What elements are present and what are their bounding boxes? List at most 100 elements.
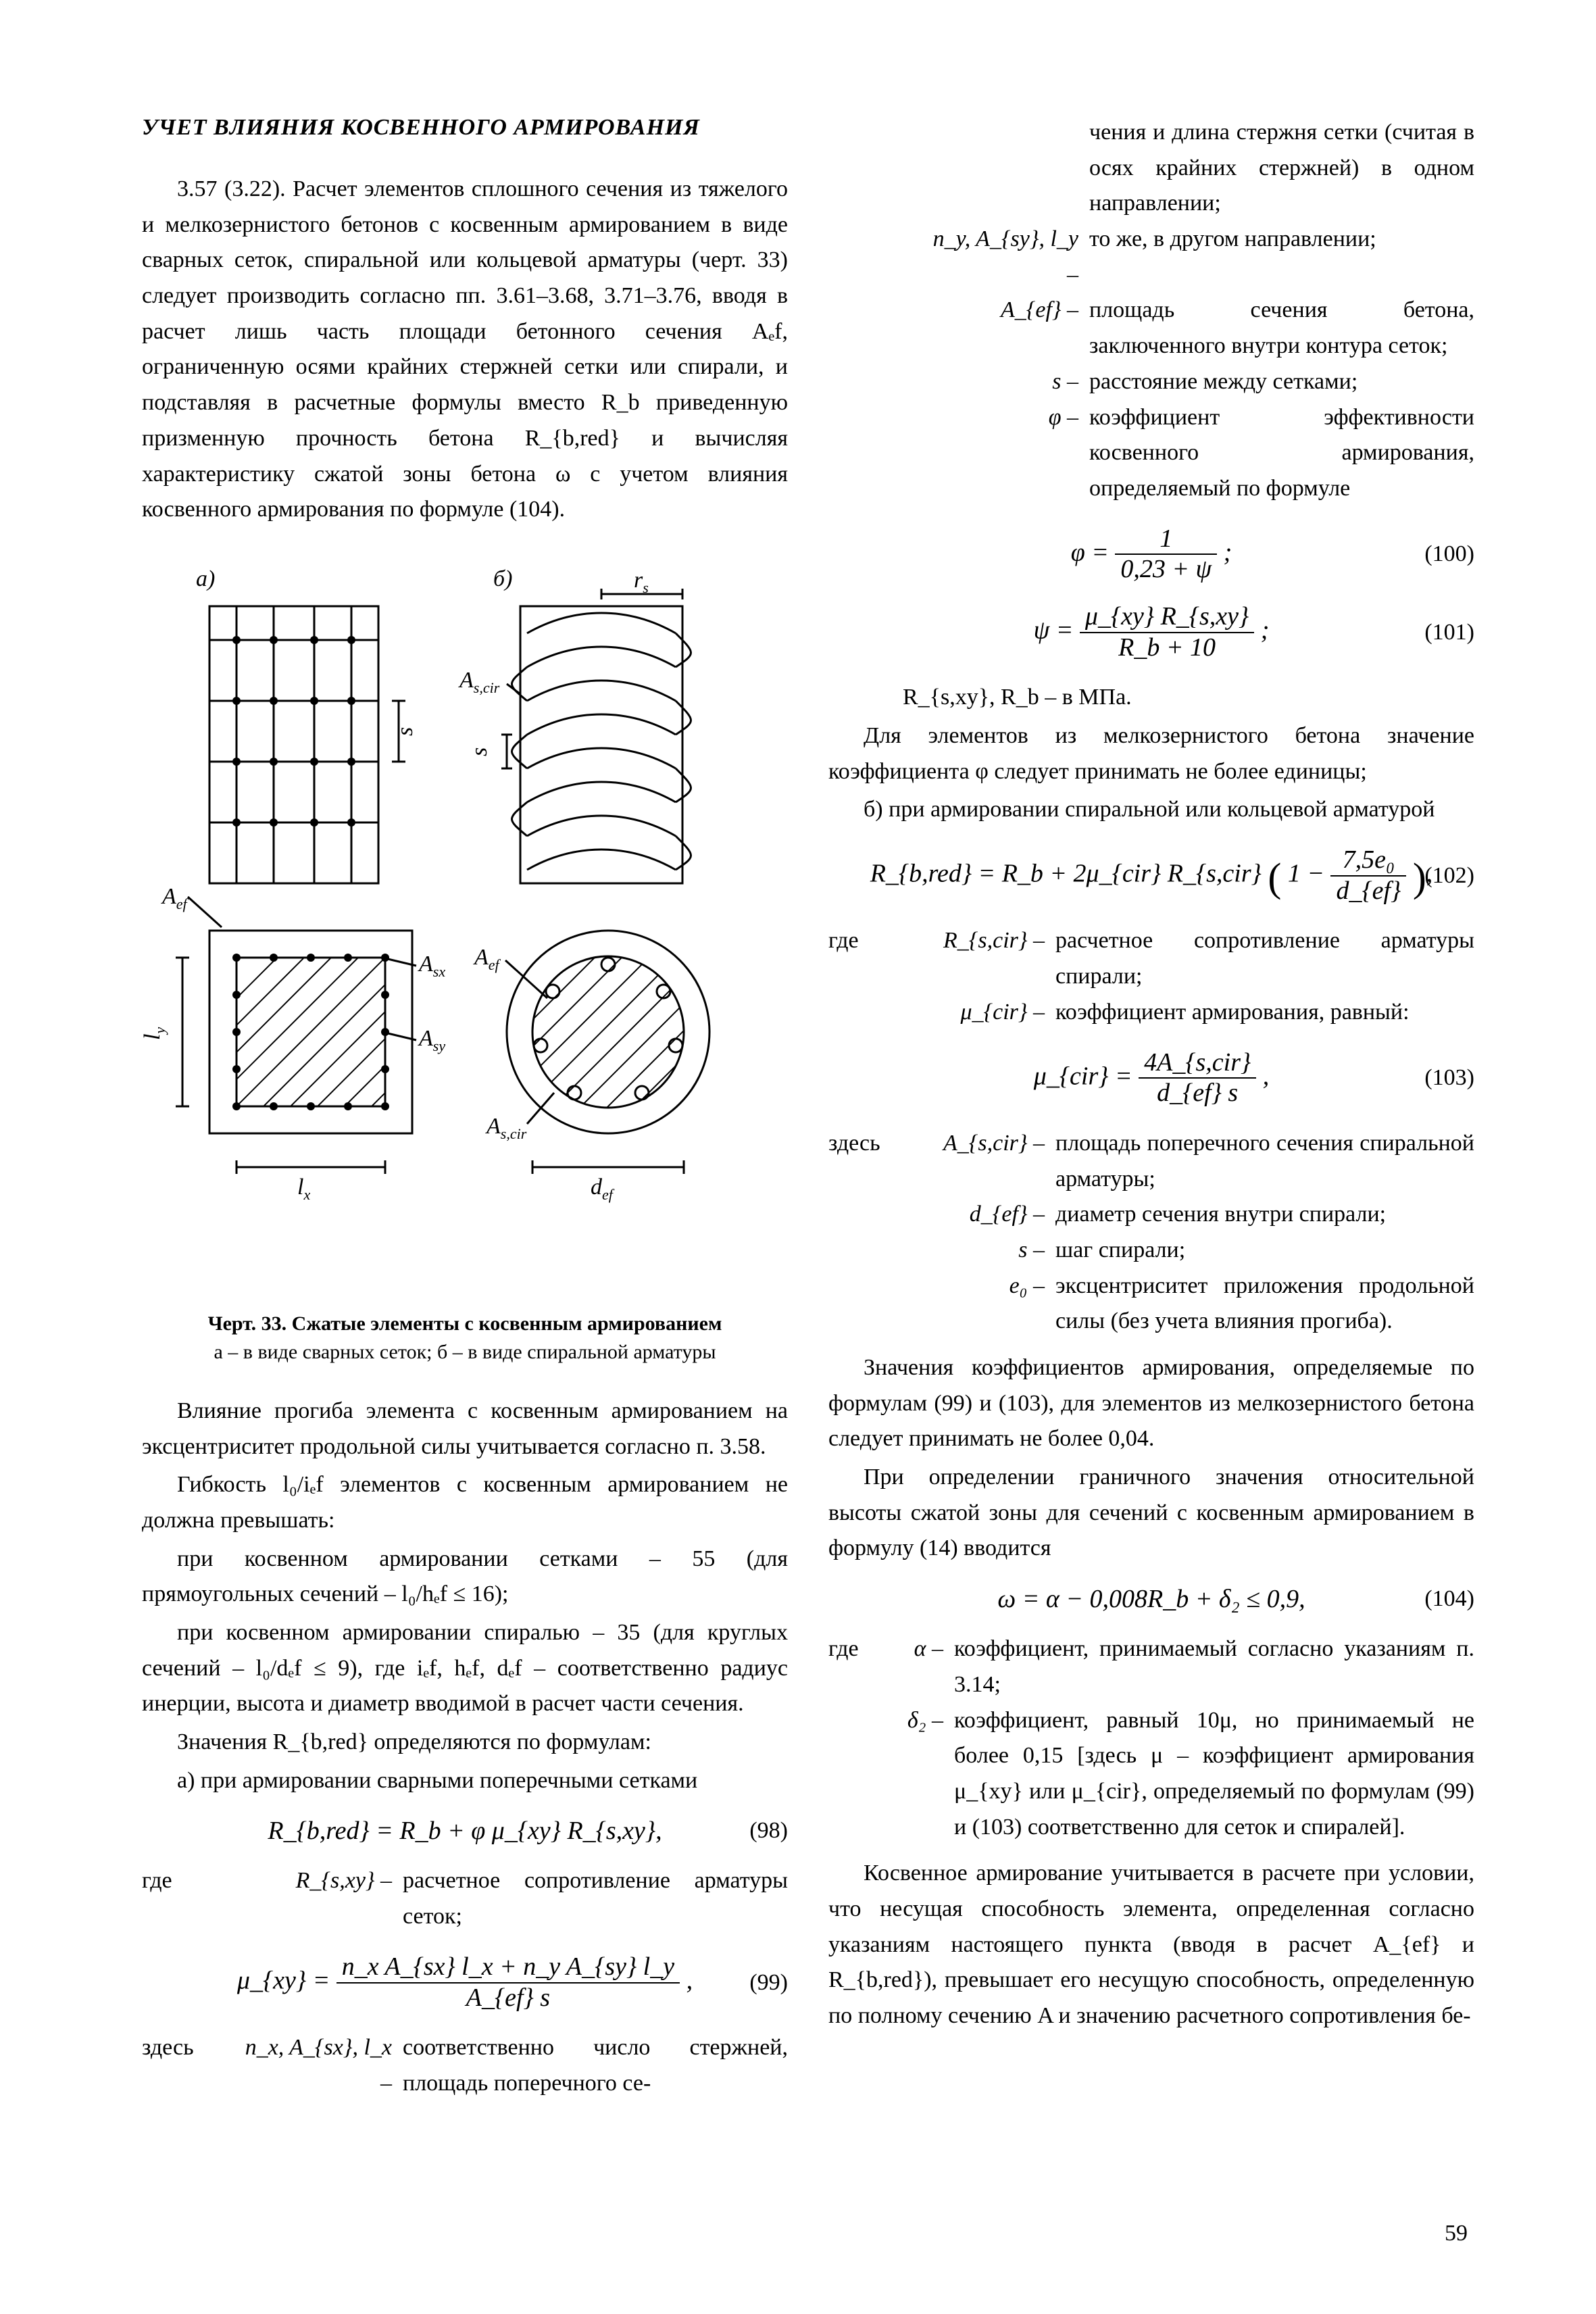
def-e0: e₀ – эксцентриситет приложения продольно… [828,1269,1474,1339]
svg-text:б): б) [493,566,512,591]
formula-98-num: (98) [749,1818,788,1844]
formula-99-lhs: μ_{xy} = [237,1966,330,1994]
svg-text:Aef: Aef [161,884,189,912]
formula-101: ψ = μ_{xy} R_{s,xy} R_b + 10 ; (101) [828,602,1474,662]
def-phi-sym: φ – [930,400,1089,507]
formula-101-tail: ; [1261,616,1270,644]
def-s2-txt: шаг спирали; [1055,1233,1474,1269]
def-phi-txt: коэффициент эффективности косвенного арм… [1089,400,1474,507]
def-rsxy: где R_{s,xy} – расчетное сопротивление а… [142,1863,788,1934]
right-column: чения и длина стержня сетки (считая в ос… [828,115,1474,2102]
def-nx: здесь n_x, A_{sx}, l_x – соответственно … [142,2030,788,2101]
def-rsxy-label: где [142,1863,243,1934]
def-def: d_{ef} – диаметр сечения внутри спирали; [828,1197,1474,1233]
para-case-b: б) при армировании спиральной или кольце… [828,792,1474,828]
formula-104-text: ω = α − 0,008R_b + δ₂ ≤ 0,9, [997,1585,1305,1613]
def-nx-sym: n_x, A_{sx}, l_x – [243,2030,403,2101]
def-phi: φ – коэффициент эффективности косвенного… [828,400,1474,507]
svg-text:ly: ly [142,1027,168,1039]
formula-104-no: (104) [1424,1586,1474,1612]
def-s-txt: расстояние между сетками; [1089,364,1474,400]
para-flex-effect: Влияние прогиба элемента с косвенным арм… [142,1394,788,1464]
formula-98-text: R_{b,red} = R_b + φ μ_{xy} R_{s,xy}, [268,1817,662,1845]
formula-103-den: d_{ef} s [1139,1077,1256,1108]
def-rsxy-txt: расчетное сопротивление арматуры сеток; [403,1863,788,1934]
def-alpha-sym: α – [889,1631,954,1702]
def-nx-label: здесь [142,2030,243,2101]
def-ascir-txt: площадь поперечного сечения спиральной а… [1055,1126,1474,1197]
def-s-sym: s – [930,364,1089,400]
def-alpha-txt: коэффициент, принимаемый согласно указан… [954,1631,1474,1702]
def-s2-sym: s – [930,1233,1055,1269]
svg-text:def: def [591,1175,615,1203]
section-title: УЧЕТ ВЛИЯНИЯ КОСВЕННОГО АРМИРОВАНИЯ [142,115,788,141]
figure-33-caption-plain: а – в виде сварных сеток; б – в виде спи… [214,1341,716,1363]
formula-100: φ = 1 0,23 + ψ ; (100) [828,524,1474,585]
svg-text:lx: lx [297,1175,310,1203]
def-rscir: где R_{s,cir} – расчетное сопротивление … [828,923,1474,994]
formula-99-den: A_{ef} s [336,1982,680,2013]
def-ascir-label: здесь [828,1126,930,1197]
def-e0-sym: e₀ – [930,1269,1055,1339]
svg-text:rs: rs [634,568,649,596]
svg-text:Asy: Asy [418,1026,445,1054]
para-omega-intro: При определении граничного значения отно… [828,1460,1474,1567]
para-rb-red: Значения R_{b,red} определяются по форму… [142,1725,788,1761]
para-units: R_{s,xy}, R_b – в МПа. [828,680,1474,716]
figure-33-svg: а) б) [142,559,737,1289]
svg-text:а): а) [196,566,215,591]
formula-100-lhs: φ = [1071,538,1109,566]
def-nx-cont: чения и длина стержня сетки (считая в ос… [828,115,1474,222]
para-condition: Косвенное армирование учитывается в расч… [828,1856,1474,2034]
formula-103: μ_{cir} = 4A_{s,cir} d_{ef} s , (103) [828,1048,1474,1108]
def-delta2: δ₂ – коэффициент, равный 10μ, но принима… [828,1703,1474,1846]
svg-text:As,cir: As,cir [485,1114,527,1142]
def-e0-txt: эксцентриситет приложения продольной сил… [1055,1269,1474,1339]
def-delta2-sym: δ₂ – [889,1703,954,1846]
def-mucir: μ_{cir} – коэффициент армирования, равны… [828,995,1474,1031]
formula-103-no: (103) [1424,1065,1474,1091]
def-nx-cont-txt: чения и длина стержня сетки (считая в ос… [1089,115,1474,222]
formula-103-tail: , [1263,1062,1270,1090]
def-nx-txt: соответственно число стержней, площадь п… [403,2030,788,2101]
def-rscir-txt: расчетное сопротивление арматуры спирали… [1055,923,1474,994]
formula-99: μ_{xy} = n_x A_{sx} l_x + n_y A_{sy} l_y… [142,1952,788,2013]
formula-103-lhs: μ_{cir} = [1034,1062,1132,1090]
svg-text:Aef: Aef [473,945,501,973]
def-s: s – расстояние между сетками; [828,364,1474,400]
def-ascir: здесь A_{s,cir} – площадь поперечного се… [828,1126,1474,1197]
para-rb-red-a: а) при армировании сварными поперечными … [142,1763,788,1799]
def-mucir-sym: μ_{cir} – [930,995,1055,1031]
formula-104: ω = α − 0,008R_b + δ₂ ≤ 0,9, (104) [828,1584,1474,1614]
def-ny: n_y, A_{sy}, l_y – то же, в другом напра… [828,222,1474,293]
formula-101-den: R_b + 10 [1080,632,1254,663]
svg-text:Asx: Asx [418,952,445,980]
def-def-sym: d_{ef} – [930,1197,1055,1233]
para-phi-limit: Для элементов из мелкозернистого бетона … [828,718,1474,789]
def-aef: A_{ef} – площадь сечения бетона, заключе… [828,293,1474,364]
def-aef-sym: A_{ef} – [930,293,1089,364]
formula-99-num: n_x A_{sx} l_x + n_y A_{sy} l_y [336,1952,680,1982]
para-mu-limit: Значения коэффициентов армирования, опре… [828,1350,1474,1457]
formula-102-num: 7,5e₀ [1330,845,1406,875]
formula-98: R_{b,red} = R_b + φ μ_{xy} R_{s,xy}, (98… [142,1816,788,1846]
formula-100-num: 1 [1115,524,1217,554]
def-delta2-txt: коэффициент, равный 10μ, но принимаемый … [954,1703,1474,1846]
svg-text:s: s [393,727,418,736]
def-ny-sym: n_y, A_{sy}, l_y – [930,222,1089,293]
svg-text:s: s [467,747,492,756]
def-rscir-sym: R_{s,cir} – [930,923,1055,994]
def-alpha: где α – коэффициент, принимаемый согласн… [828,1631,1474,1702]
def-alpha-label: где [828,1631,889,1702]
figure-33-caption: Черт. 33. Сжатые элементы с косвенным ар… [142,1310,788,1367]
formula-101-num: μ_{xy} R_{s,xy} [1080,602,1254,632]
def-s2: s – шаг спирали; [828,1233,1474,1269]
formula-99-no: (99) [749,1970,788,1996]
para-slenderness: Гибкость l₀/iₑf элементов с косвенным ар… [142,1467,788,1538]
formula-102-den: d_{ef} [1330,875,1406,906]
def-aef-txt: площадь сечения бетона, заключенного вну… [1089,293,1474,364]
para-3-57: 3.57 (3.22). Расчет элементов сплошного … [142,172,788,528]
para-slenderness-b: при косвенном армировании спиралью – 35 … [142,1615,788,1722]
def-rsxy-sym: R_{s,xy} – [243,1863,403,1934]
formula-101-no: (101) [1424,620,1474,645]
